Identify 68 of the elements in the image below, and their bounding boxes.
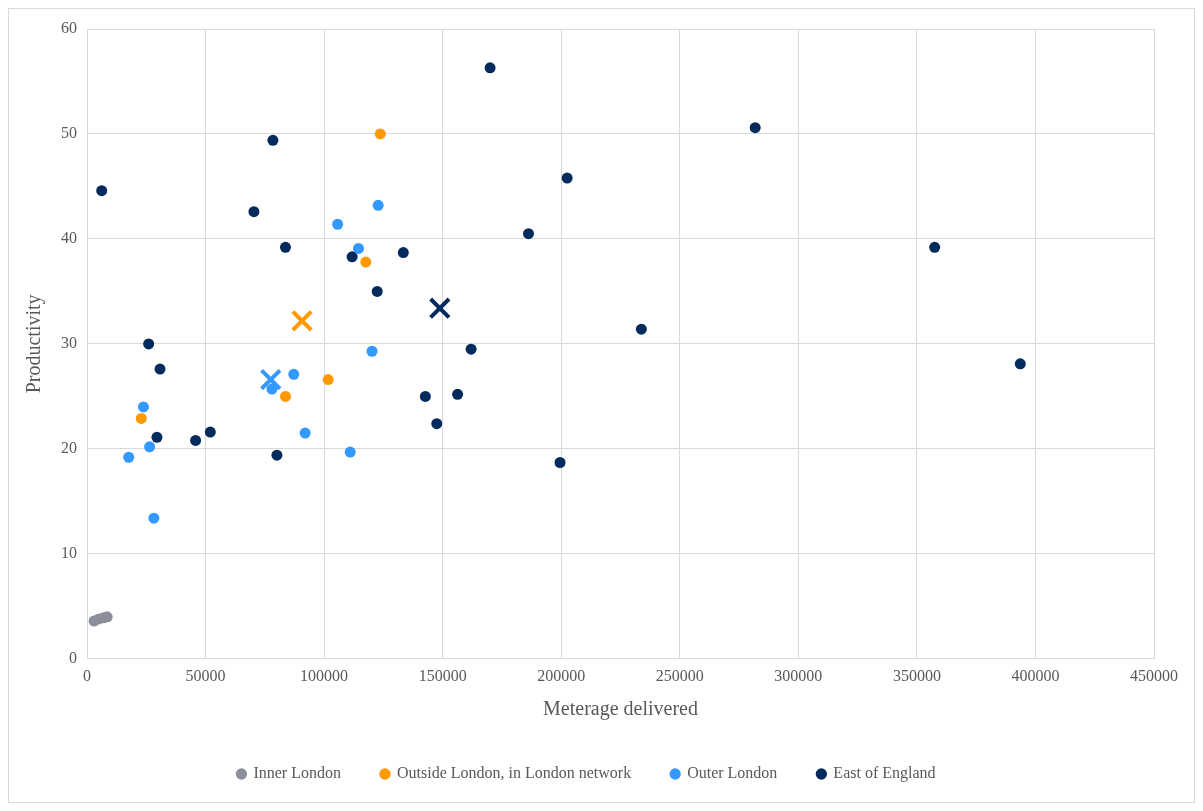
x-tick-label: 450000 bbox=[1130, 666, 1178, 684]
point bbox=[123, 451, 135, 463]
point bbox=[749, 122, 761, 134]
point bbox=[279, 390, 291, 402]
point bbox=[266, 383, 278, 395]
y-tick-label: 10 bbox=[61, 544, 77, 562]
point bbox=[554, 457, 566, 469]
x-tick-label: 50000 bbox=[185, 666, 226, 684]
y-tick-label: 60 bbox=[61, 19, 77, 37]
y-tick-label: 50 bbox=[61, 124, 77, 142]
point bbox=[143, 338, 155, 350]
legend-label: Outer London bbox=[687, 764, 778, 782]
point bbox=[248, 206, 260, 218]
point bbox=[352, 242, 364, 254]
x-tick-label: 200000 bbox=[537, 666, 586, 684]
y-tick-label: 20 bbox=[61, 439, 77, 457]
point bbox=[151, 431, 163, 443]
point bbox=[419, 390, 431, 402]
point bbox=[346, 251, 358, 263]
point bbox=[431, 418, 443, 430]
legend-label: Inner London bbox=[253, 764, 341, 782]
y-tick-label: 0 bbox=[69, 649, 77, 666]
point bbox=[452, 388, 464, 400]
point bbox=[635, 323, 647, 335]
point bbox=[360, 256, 372, 268]
point bbox=[267, 134, 279, 146]
point bbox=[561, 172, 573, 184]
point bbox=[148, 512, 160, 524]
point bbox=[271, 449, 283, 461]
x-tick-label: 100000 bbox=[300, 666, 349, 684]
y-tick-label: 30 bbox=[61, 334, 77, 352]
point bbox=[523, 228, 534, 240]
x-tick-label: 250000 bbox=[655, 666, 704, 684]
point bbox=[299, 427, 311, 439]
point bbox=[96, 185, 108, 197]
point bbox=[484, 62, 496, 74]
point bbox=[428, 297, 452, 320]
point bbox=[279, 241, 291, 253]
point bbox=[929, 241, 941, 253]
point bbox=[135, 412, 147, 424]
point bbox=[1014, 358, 1026, 370]
point bbox=[371, 285, 383, 297]
x-axis-title: Meterage delivered bbox=[543, 697, 698, 721]
legend-label: Outside London, in London network bbox=[396, 764, 632, 782]
point bbox=[344, 446, 356, 458]
point bbox=[374, 128, 386, 140]
x-tick-label: 350000 bbox=[892, 666, 941, 684]
point bbox=[290, 309, 314, 332]
x-tick-label: 300000 bbox=[774, 666, 823, 684]
y-tick-label: 40 bbox=[61, 229, 77, 247]
point bbox=[322, 374, 334, 386]
point bbox=[332, 218, 344, 230]
legend-label: East of England bbox=[833, 764, 936, 783]
point bbox=[144, 441, 156, 453]
point bbox=[259, 368, 282, 391]
point bbox=[366, 345, 378, 357]
point bbox=[288, 368, 300, 380]
x-tick-label: 0 bbox=[83, 666, 91, 684]
point bbox=[372, 199, 384, 211]
point bbox=[204, 426, 216, 438]
point bbox=[465, 343, 477, 355]
point bbox=[154, 363, 166, 375]
point bbox=[137, 401, 149, 413]
x-tick-label: 150000 bbox=[418, 666, 467, 684]
point bbox=[190, 434, 202, 446]
x-tick-label: 400000 bbox=[1011, 666, 1060, 684]
point bbox=[397, 247, 409, 259]
y-axis-title: Productivity bbox=[22, 294, 46, 394]
